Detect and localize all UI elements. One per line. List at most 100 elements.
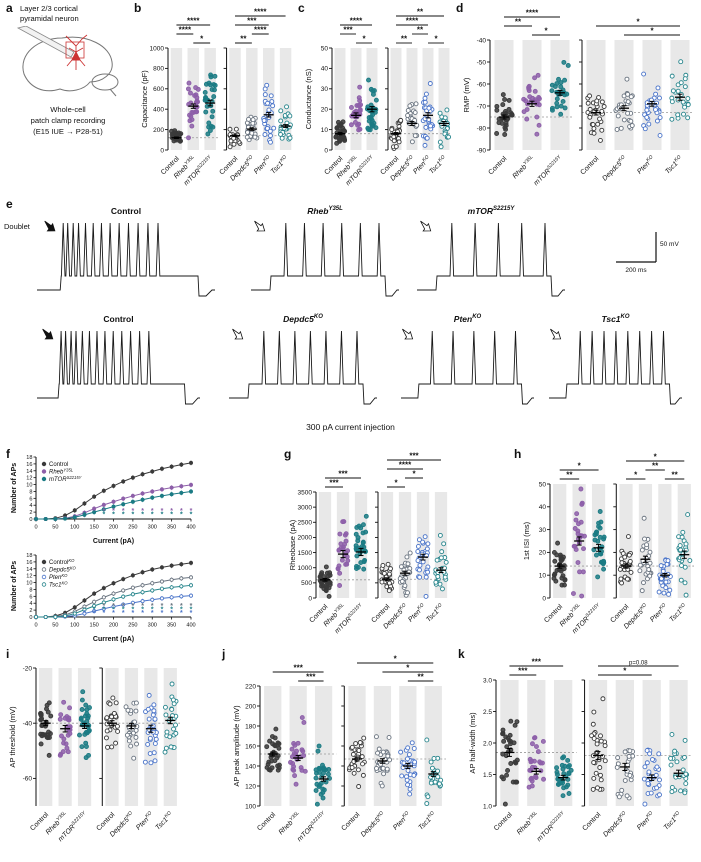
svg-text:Control: Control [487, 155, 508, 176]
panel-a-caption-line1: Whole-cell [50, 105, 86, 114]
svg-text:*: * [122, 610, 125, 617]
svg-text:0: 0 [29, 615, 32, 621]
panel-a-caption-line2: patch clamp recording [30, 116, 106, 125]
svg-text:****: **** [350, 17, 363, 26]
svg-text:mTORS2215Y: mTORS2215Y [49, 475, 83, 483]
svg-text:-60: -60 [477, 81, 487, 88]
svg-text:4: 4 [29, 601, 32, 607]
panel-letter-b: b [134, 1, 142, 15]
svg-text:100: 100 [70, 623, 79, 629]
svg-text:*: * [180, 512, 183, 519]
svg-text:14: 14 [26, 469, 32, 475]
svg-text:*: * [112, 606, 115, 613]
svg-text:200 ms: 200 ms [625, 267, 647, 274]
svg-text:*: * [180, 508, 183, 515]
svg-text:600: 600 [153, 86, 164, 93]
svg-text:***: *** [409, 452, 419, 461]
panel-letter-a: a [6, 1, 13, 15]
svg-text:40: 40 [321, 66, 329, 73]
svg-text:200: 200 [109, 525, 118, 531]
trace-control [37, 328, 200, 405]
svg-text:AP peak amplitude (mV): AP peak amplitude (mV) [232, 705, 241, 787]
trace-depdc5 [229, 328, 377, 405]
svg-text:100: 100 [70, 525, 79, 531]
svg-text:Number of APs: Number of APs [11, 561, 18, 611]
svg-text:AP threshold (mV): AP threshold (mV) [8, 706, 17, 768]
panel-e-example-traces: Doublet 300 pA current injection Control… [0, 196, 701, 448]
svg-text:*: * [180, 610, 183, 617]
svg-text:****: **** [187, 17, 200, 26]
svg-text:*: * [161, 610, 164, 617]
svg-text:0: 0 [542, 595, 546, 602]
svg-text:***: *** [293, 664, 303, 673]
svg-text:*: * [141, 606, 144, 613]
svg-text:*: * [102, 512, 105, 519]
panel-a-schematic: Layer 2/3 cortical pyramidal neuron Whol… [4, 2, 134, 196]
trace-label-rheb: RhebY35L [307, 206, 343, 216]
svg-text:*: * [544, 27, 548, 36]
svg-text:Tsc1KO: Tsc1KO [424, 602, 446, 624]
svg-text:*: * [170, 508, 173, 515]
svg-text:*: * [161, 603, 164, 610]
svg-text:*: * [93, 512, 96, 519]
panel-a-caption: Whole-cell patch clamp recording (E15 IU… [4, 104, 132, 137]
svg-text:*: * [170, 603, 173, 610]
svg-text:3500: 3500 [298, 489, 313, 496]
trace-label-mtor: mTORS2215Y [467, 206, 515, 216]
svg-text:Conductance (nS): Conductance (nS) [304, 68, 313, 129]
svg-text:Depdc5KO: Depdc5KO [600, 154, 628, 182]
svg-text:*: * [578, 462, 582, 471]
svg-text:*: * [83, 610, 86, 617]
svg-text:**: ** [417, 26, 424, 35]
svg-text:PtenKO: PtenKO [406, 602, 428, 624]
svg-text:*: * [434, 35, 438, 44]
svg-text:0: 0 [160, 147, 164, 154]
neuron-brain-schematic-icon [16, 26, 119, 97]
svg-text:4: 4 [29, 503, 32, 509]
svg-text:*: * [650, 27, 654, 36]
panel-a-title: Layer 2/3 cortical pyramidal neuron [20, 4, 132, 24]
svg-text:14: 14 [26, 567, 32, 573]
panel-letter-i: i [6, 647, 10, 661]
svg-text:ControlKO: ControlKO [49, 558, 75, 566]
svg-text:0: 0 [308, 595, 312, 602]
svg-text:*: * [190, 606, 193, 613]
svg-text:-60: -60 [23, 776, 33, 783]
svg-text:PtenKO: PtenKO [648, 602, 670, 624]
svg-text:0: 0 [29, 517, 32, 523]
trace-label-control: Control [103, 314, 134, 324]
svg-text:12: 12 [26, 574, 32, 580]
svg-text:*: * [132, 610, 135, 617]
svg-text:20: 20 [321, 107, 329, 114]
svg-text:400: 400 [186, 623, 195, 629]
svg-text:**: ** [401, 35, 408, 44]
panel-letter-k: k [458, 647, 465, 661]
svg-text:Control: Control [581, 811, 602, 832]
svg-text:*: * [190, 603, 193, 610]
svg-text:Current (pA): Current (pA) [93, 636, 134, 643]
panel-h-first-isi-chart: 1st ISI (ms) 0 10 20 30 40 50 Control RhebY35L mT… [522, 450, 700, 651]
svg-text:*: * [132, 512, 135, 519]
panel-letter-j: j [222, 647, 226, 661]
svg-text:RhebY35L: RhebY35L [276, 810, 302, 836]
svg-text:*: * [132, 603, 135, 610]
svg-text:*: * [190, 610, 193, 617]
svg-text:*: * [161, 512, 164, 519]
svg-text:16: 16 [26, 560, 32, 566]
svg-text:*: * [170, 512, 173, 519]
svg-text:****: **** [406, 17, 419, 26]
svg-text:1.5: 1.5 [483, 772, 492, 779]
svg-text:10: 10 [539, 573, 547, 580]
svg-text:PtenKO: PtenKO [635, 810, 657, 832]
svg-text:PtenKO: PtenKO [635, 154, 657, 176]
svg-text:3.0: 3.0 [483, 677, 492, 684]
svg-text:*: * [122, 603, 125, 610]
svg-text:mTORS2215Y: mTORS2215Y [531, 154, 565, 188]
svg-text:*: * [112, 610, 115, 617]
svg-text:RMP (mV): RMP (mV) [462, 77, 471, 112]
svg-text:Tsc1KO: Tsc1KO [49, 580, 68, 588]
svg-text:Tsc1KO: Tsc1KO [661, 810, 683, 832]
svg-text:**: ** [566, 471, 573, 480]
svg-text:350: 350 [167, 623, 176, 629]
svg-text:-20: -20 [23, 665, 33, 672]
